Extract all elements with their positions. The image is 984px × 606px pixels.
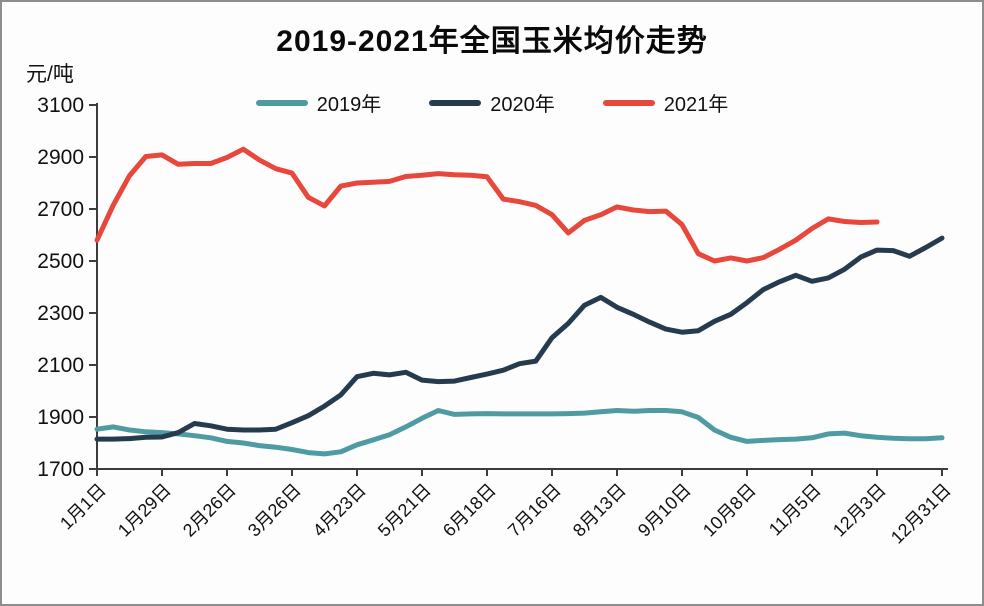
y-axis-tick-label: 2500 [37, 250, 84, 273]
y-axis-tick-label: 2700 [37, 198, 84, 221]
x-axis-tick-label: 11月5日 [765, 480, 825, 540]
y-axis-tick-label: 1900 [37, 406, 84, 429]
x-axis-tick-label: 10月8日 [699, 480, 760, 541]
x-axis-tick-label: 6月18日 [439, 480, 500, 541]
legend-item-2019: 2019年 [255, 88, 382, 117]
series-line-2021年 [94, 146, 880, 264]
x-axis-tick-label: 12月31日 [887, 480, 955, 548]
legend-label-2020: 2020年 [490, 94, 555, 116]
x-axis-tick-label: 4月23日 [309, 480, 370, 541]
x-axis-tick-label: 7月16日 [504, 480, 565, 541]
series-line-2019年 [94, 408, 945, 457]
x-axis-tick-label: 8月13日 [569, 480, 630, 541]
x-axis-tick-label: 9月10日 [634, 480, 695, 541]
x-axis-tick-label: 12月3日 [829, 480, 890, 541]
legend-swatch-2020 [429, 99, 482, 106]
legend-swatch-2019 [255, 99, 308, 106]
y-axis-tick-label: 2100 [37, 354, 84, 377]
y-axis-tick-label: 1700 [37, 458, 84, 481]
legend-item-2020: 2020年 [429, 88, 555, 117]
x-axis-tick-label: 3月26日 [244, 480, 305, 541]
y-axis-tick-label: 2300 [37, 302, 84, 325]
legend-label-2019: 2019年 [316, 94, 382, 116]
legend: 2019年 2020年 2021年 [2, 88, 982, 117]
legend-item-2021: 2021年 [602, 88, 729, 117]
y-axis-unit-label: 元/吨 [26, 63, 74, 86]
legend-swatch-2021 [602, 99, 655, 106]
y-axis-tick-label: 2900 [37, 146, 84, 169]
y-axis-tick-label: 3100 [37, 94, 84, 117]
chart-title: 2019-2021年全国玉米均价走势 [276, 25, 708, 58]
legend-label-2021: 2021年 [663, 94, 729, 116]
x-axis-tick-label: 2月26日 [179, 480, 240, 541]
series-line-2020年 [94, 235, 945, 442]
x-axis-tick-label: 1月1日 [56, 480, 110, 534]
x-axis-tick-label: 1月29日 [114, 480, 175, 541]
x-axis-tick-label: 5月21日 [374, 480, 435, 541]
